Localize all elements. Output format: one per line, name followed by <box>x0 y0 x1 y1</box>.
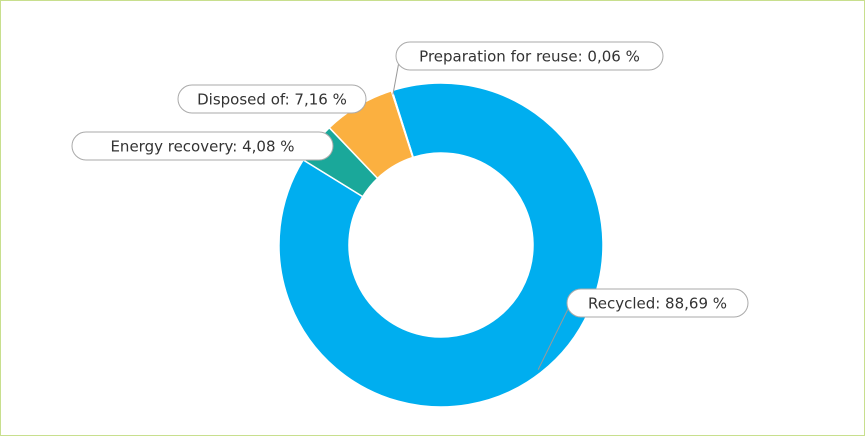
label-box <box>395 41 664 71</box>
data-label: Preparation for reuse: 0,06 % <box>419 48 640 66</box>
label-box <box>566 288 749 318</box>
connector <box>537 302 572 370</box>
data-label: Recycled: 88,69 % <box>588 295 727 313</box>
label-box <box>71 131 334 161</box>
data-label: Disposed of: 7,16 % <box>197 91 347 109</box>
label-box <box>177 84 367 114</box>
data-label: Energy recovery: 4,08 % <box>110 138 294 156</box>
slice <box>278 82 604 408</box>
slice <box>390 89 415 159</box>
